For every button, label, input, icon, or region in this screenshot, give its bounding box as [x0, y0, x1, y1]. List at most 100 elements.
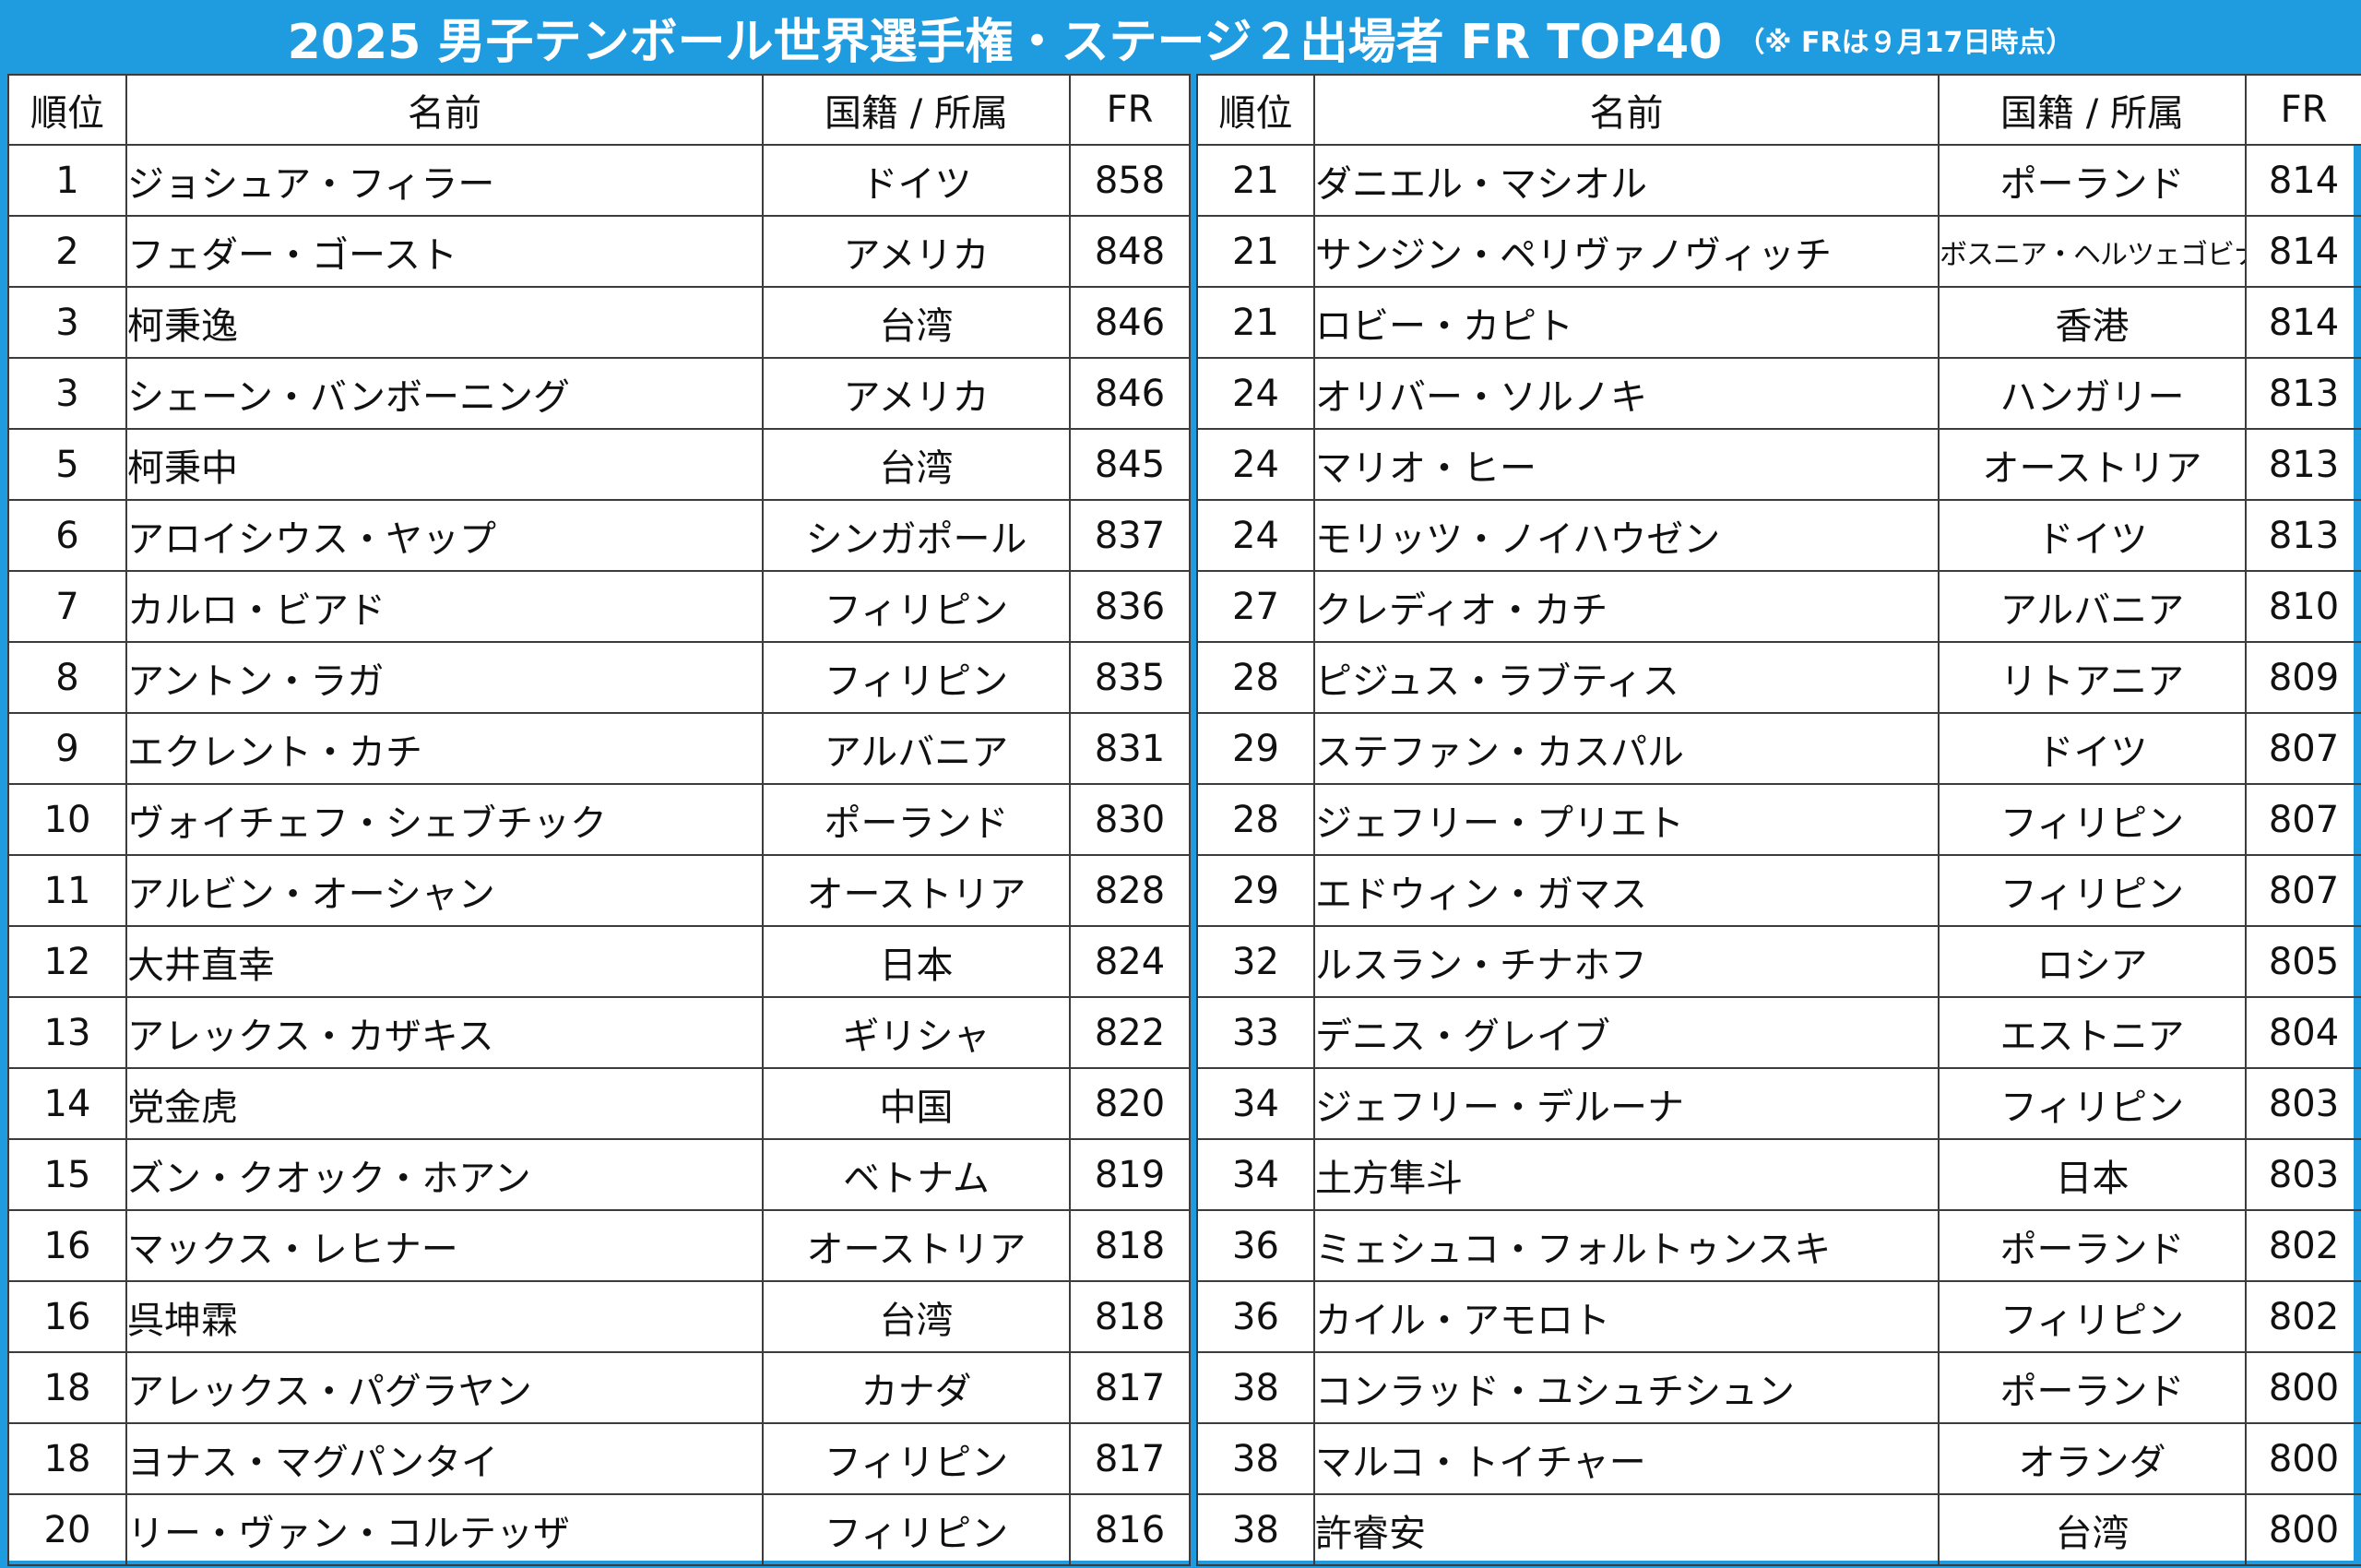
player-name-cell: ジョシュア・フィラー — [125, 144, 764, 217]
rank-cell: 38 — [1196, 1422, 1315, 1495]
table-row: 34 土方隼斗 日本 803 — [1196, 1138, 2361, 1211]
country-cell: フィリピン — [1938, 1280, 2247, 1353]
fr-score-cell: 836 — [1069, 570, 1191, 643]
player-name-cell: フェダー・ゴースト — [125, 215, 764, 288]
table-row: 3 シェーン・バンボーニング アメリカ 846 — [7, 357, 1191, 430]
country-cell: アルバニア — [1938, 570, 2247, 643]
table-row: 28 ピジュス・ラブティス リトアニア 809 — [1196, 641, 2361, 714]
country-cell: ボスニア・ヘルツェゴビナ — [1938, 215, 2247, 288]
rank-cell: 21 — [1196, 215, 1315, 288]
player-name-cell: ヨナス・マグパンタイ — [125, 1422, 764, 1495]
player-name-cell: 柯秉逸 — [125, 286, 764, 359]
rank-cell: 6 — [7, 499, 127, 572]
player-name-cell: カイル・アモロト — [1313, 1280, 1940, 1353]
tables-container: 順位 名前 国籍 / 所属 FR 1 ジョシュア・フィラー ドイツ 858 2 フェダー・… — [7, 74, 2361, 1566]
rank-cell: 38 — [1196, 1493, 1315, 1566]
player-name-cell: アントン・ラガ — [125, 641, 764, 714]
table-row: 2 フェダー・ゴースト アメリカ 848 — [7, 215, 1191, 288]
country-cell: フィリピン — [762, 641, 1071, 714]
header-country: 国籍 / 所属 — [1938, 74, 2247, 146]
country-cell: 台湾 — [762, 1280, 1071, 1353]
country-cell: ポーランド — [1938, 1351, 2247, 1424]
table-row: 28 ジェフリー・プリエト フィリピン 807 — [1196, 783, 2361, 856]
player-name-cell: マルコ・トイチャー — [1313, 1422, 1940, 1495]
title-bar: 2025 男子テンボール世界選手権・ステージ２出場者 FR TOP40 （※ F… — [0, 0, 2361, 74]
fr-score-cell: 846 — [1069, 286, 1191, 359]
rank-cell: 28 — [1196, 641, 1315, 714]
table-row: 15 ズン・クオック・ホアン ベトナム 819 — [7, 1138, 1191, 1211]
country-cell: 台湾 — [762, 286, 1071, 359]
country-cell: アメリカ — [762, 357, 1071, 430]
fr-score-cell: 828 — [1069, 854, 1191, 927]
rank-cell: 24 — [1196, 428, 1315, 501]
header-fr: FR — [1069, 74, 1191, 146]
country-cell: ドイツ — [762, 144, 1071, 217]
player-name-cell: ロビー・カピト — [1313, 286, 1940, 359]
table-row: 16 呉坤霖 台湾 818 — [7, 1280, 1191, 1353]
fr-score-cell: 819 — [1069, 1138, 1191, 1211]
player-name-cell: アロイシウス・ヤップ — [125, 499, 764, 572]
country-cell: ベトナム — [762, 1138, 1071, 1211]
fr-score-cell: 848 — [1069, 215, 1191, 288]
rank-cell: 10 — [7, 783, 127, 856]
table-row: 9 エクレント・カチ アルバニア 831 — [7, 712, 1191, 785]
player-name-cell: アレックス・パグラヤン — [125, 1351, 764, 1424]
fr-score-cell: 809 — [2245, 641, 2361, 714]
rank-cell: 21 — [1196, 144, 1315, 217]
fr-score-cell: 817 — [1069, 1422, 1191, 1495]
header-row: 順位 名前 国籍 / 所属 FR — [1196, 74, 2361, 146]
rank-cell: 13 — [7, 996, 127, 1069]
country-cell: 日本 — [762, 925, 1071, 998]
fr-score-cell: 803 — [2245, 1138, 2361, 1211]
fr-score-cell: 807 — [2245, 783, 2361, 856]
table-row: 12 大井直幸 日本 824 — [7, 925, 1191, 998]
table-row: 21 ロビー・カピト 香港 814 — [1196, 286, 2361, 359]
country-cell: オーストリア — [762, 1209, 1071, 1282]
fr-score-cell: 830 — [1069, 783, 1191, 856]
player-name-cell: デニス・グレイブ — [1313, 996, 1940, 1069]
country-cell: ポーランド — [1938, 1209, 2247, 1282]
table-row: 24 モリッツ・ノイハウゼン ドイツ 813 — [1196, 499, 2361, 572]
player-name-cell: リー・ヴァン・コルテッザ — [125, 1493, 764, 1566]
rank-cell: 24 — [1196, 499, 1315, 572]
rank-cell: 28 — [1196, 783, 1315, 856]
fr-score-cell: 805 — [2245, 925, 2361, 998]
table-body-right: 21 ダニエル・マシオル ポーランド 814 21 サンジン・ペリヴァノヴィッチ ボスニア・… — [1196, 144, 2361, 1566]
rank-cell: 3 — [7, 286, 127, 359]
player-name-cell: 土方隼斗 — [1313, 1138, 1940, 1211]
country-cell: 中国 — [762, 1067, 1071, 1140]
rank-cell: 7 — [7, 570, 127, 643]
table-row: 7 カルロ・ビアド フィリピン 836 — [7, 570, 1191, 643]
table-row: 32 ルスラン・チナホフ ロシア 805 — [1196, 925, 2361, 998]
rank-cell: 32 — [1196, 925, 1315, 998]
rank-cell: 12 — [7, 925, 127, 998]
country-cell: 香港 — [1938, 286, 2247, 359]
fr-score-cell: 802 — [2245, 1209, 2361, 1282]
fr-score-cell: 820 — [1069, 1067, 1191, 1140]
player-name-cell: ミェシュコ・フォルトゥンスキ — [1313, 1209, 1940, 1282]
player-name-cell: マリオ・ヒー — [1313, 428, 1940, 501]
table-row: 29 エドウィン・ガマス フィリピン 807 — [1196, 854, 2361, 927]
fr-score-cell: 835 — [1069, 641, 1191, 714]
player-name-cell: アレックス・カザキス — [125, 996, 764, 1069]
country-cell: オーストリア — [1938, 428, 2247, 501]
player-name-cell: ジェフリー・デルーナ — [1313, 1067, 1940, 1140]
player-name-cell: 許睿安 — [1313, 1493, 1940, 1566]
table-row: 1 ジョシュア・フィラー ドイツ 858 — [7, 144, 1191, 217]
player-name-cell: コンラッド・ユシュチシュン — [1313, 1351, 1940, 1424]
player-name-cell: カルロ・ビアド — [125, 570, 764, 643]
rank-cell: 36 — [1196, 1209, 1315, 1282]
fr-score-cell: 837 — [1069, 499, 1191, 572]
table-row: 18 ヨナス・マグパンタイ フィリピン 817 — [7, 1422, 1191, 1495]
fr-score-cell: 800 — [2245, 1351, 2361, 1424]
table-row: 18 アレックス・パグラヤン カナダ 817 — [7, 1351, 1191, 1424]
country-cell: オーストリア — [762, 854, 1071, 927]
fr-score-cell: 807 — [2245, 854, 2361, 927]
player-name-cell: ヴォイチェフ・シェブチック — [125, 783, 764, 856]
page-title: 2025 男子テンボール世界選手権・ステージ２出場者 FR TOP40 — [287, 14, 1723, 70]
country-cell: フィリピン — [1938, 783, 2247, 856]
header-row: 順位 名前 国籍 / 所属 FR — [7, 74, 1191, 146]
table-row: 10 ヴォイチェフ・シェブチック ポーランド 830 — [7, 783, 1191, 856]
header-name: 名前 — [1313, 74, 1940, 146]
fr-score-cell: 814 — [2245, 144, 2361, 217]
